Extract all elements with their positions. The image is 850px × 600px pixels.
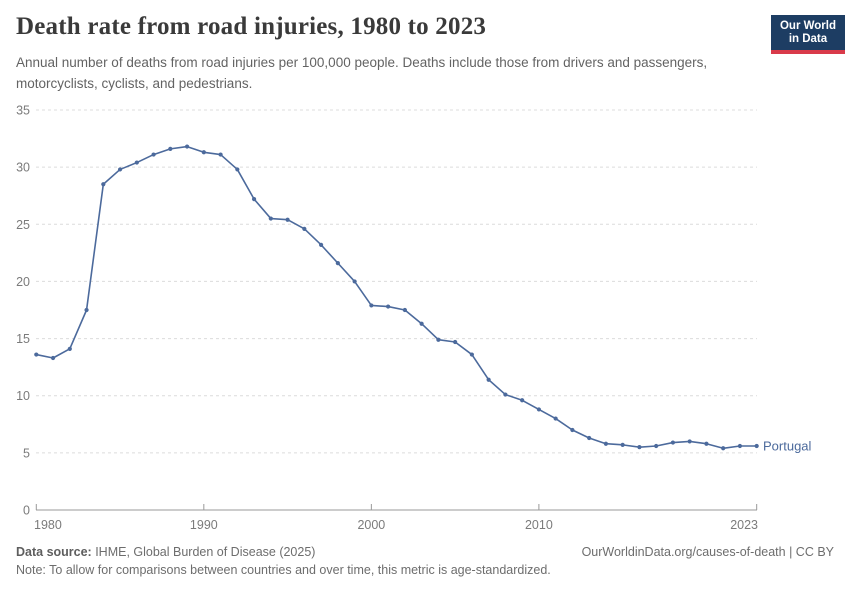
data-point[interactable] (402, 307, 407, 313)
data-point[interactable] (151, 152, 156, 157)
y-tick-label: 20 (16, 275, 30, 289)
data-point[interactable] (670, 440, 676, 445)
x-tick-label: 1990 (190, 518, 218, 532)
data-point[interactable] (386, 304, 391, 309)
data-point[interactable] (50, 355, 56, 361)
data-point[interactable] (754, 443, 759, 449)
data-point[interactable] (218, 152, 223, 157)
data-point[interactable] (352, 279, 357, 284)
data-point[interactable] (503, 392, 508, 397)
y-tick-label: 25 (16, 218, 30, 232)
owid-link[interactable]: OurWorldinData.org/causes-of-death | CC … (581, 545, 834, 559)
chart-subtitle: Annual number of deaths from road injuri… (16, 55, 708, 91)
data-point[interactable] (101, 182, 106, 187)
trend-line[interactable] (36, 145, 757, 450)
owid-logo: Our World in Data (770, 15, 845, 54)
x-tick-label: 2000 (357, 518, 385, 532)
y-tick-label: 0 (23, 504, 30, 518)
page-title: Death rate from road injuries, 1980 to 2… (16, 13, 487, 40)
y-tick-label: 5 (23, 446, 30, 460)
data-point[interactable] (687, 439, 692, 444)
data-point[interactable] (34, 352, 39, 357)
data-source-label: Data source: (16, 545, 92, 559)
data-point[interactable] (436, 337, 441, 342)
data-point[interactable] (285, 217, 290, 222)
y-tick-label: 30 (16, 161, 30, 175)
data-point[interactable] (486, 377, 491, 382)
data-point[interactable] (268, 216, 273, 221)
data-point[interactable] (603, 441, 609, 446)
data-point[interactable] (654, 443, 659, 449)
x-tick-label: 2010 (525, 518, 553, 532)
data-point[interactable] (553, 416, 558, 421)
data-point[interactable] (587, 435, 592, 441)
y-tick-label: 15 (16, 332, 30, 346)
data-point[interactable] (469, 352, 474, 357)
data-point[interactable] (453, 339, 458, 345)
owid-logo-line2: in Data (788, 33, 828, 45)
data-point[interactable] (704, 441, 709, 446)
series-label[interactable]: Portugal (763, 439, 812, 454)
data-point[interactable] (84, 307, 89, 313)
y-tick-label: 35 (16, 104, 30, 118)
data-point[interactable] (335, 261, 340, 266)
data-point[interactable] (134, 160, 139, 165)
data-point[interactable] (620, 442, 625, 447)
x-tick-label: 1980 (34, 518, 62, 532)
data-point[interactable] (168, 146, 173, 151)
y-tick-label: 10 (16, 389, 30, 403)
data-point[interactable] (235, 167, 240, 172)
data-point[interactable] (117, 167, 123, 172)
data-point[interactable] (637, 445, 642, 450)
data-point[interactable] (67, 346, 72, 351)
data-point[interactable] (369, 303, 374, 308)
data-point[interactable] (184, 144, 190, 149)
data-point[interactable] (419, 321, 424, 326)
data-point[interactable] (721, 446, 726, 451)
footnote-label: Note: (16, 563, 46, 577)
line-chart: 0 5 10 15 20 25 30 35 1980 1990 2000 2010 2023 Portug… (16, 104, 812, 533)
data-point[interactable] (319, 242, 324, 247)
data-point[interactable] (302, 226, 307, 231)
data-point[interactable] (536, 407, 541, 412)
x-tick-label: 2023 (730, 518, 758, 532)
data-source-text: IHME, Global Burden of Disease (2025) (91, 545, 316, 559)
footnote-text: To allow for comparisons between countri… (45, 563, 551, 577)
data-source: Data source: IHME, Global Burden of Dise… (16, 545, 315, 559)
footer: Data source: IHME, Global Burden of Dise… (16, 545, 834, 559)
data-point[interactable] (201, 150, 206, 155)
footnote: Note: To allow for comparisons between c… (16, 563, 834, 577)
data-point[interactable] (251, 197, 257, 202)
data-point[interactable] (737, 443, 743, 449)
data-point[interactable] (520, 398, 525, 403)
data-point[interactable] (570, 427, 575, 433)
owid-logo-line1: Our World (779, 20, 836, 32)
